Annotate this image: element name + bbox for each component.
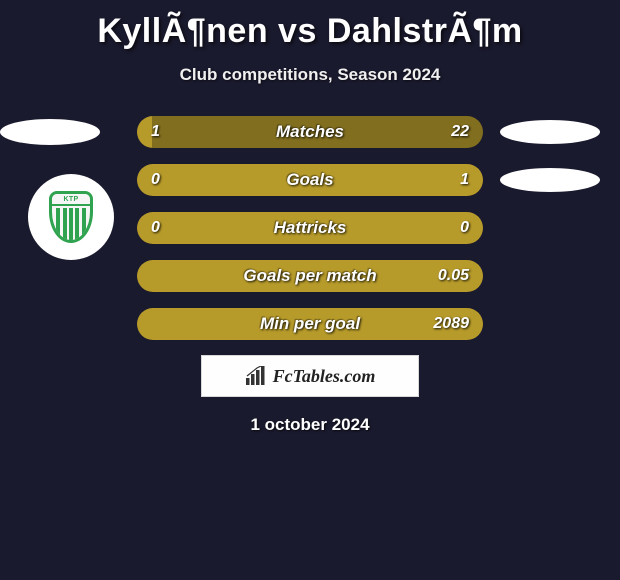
stat-row-gpm: Goals per match 0.05	[0, 259, 620, 293]
page-title: KyllÃ¶nen vs DahlstrÃ¶m	[0, 12, 620, 51]
ellipse-badge-right	[500, 168, 600, 192]
stat-bar: Goals per match 0.05	[137, 260, 483, 292]
watermark-text: FcTables.com	[273, 366, 376, 387]
ellipse-badge-right	[500, 120, 600, 144]
stat-label: Goals	[137, 164, 483, 196]
right-badge-slot	[500, 118, 620, 146]
stat-bar: Min per goal 2089	[137, 308, 483, 340]
subtitle: Club competitions, Season 2024	[0, 65, 620, 85]
comparison-container: KyllÃ¶nen vs DahlstrÃ¶m Club competition…	[0, 0, 620, 445]
stat-row-matches: 1 Matches 22	[0, 115, 620, 149]
stat-bar: 0 Hattricks 0	[137, 212, 483, 244]
stat-label: Goals per match	[137, 260, 483, 292]
stat-value-right: 0	[460, 212, 469, 244]
stat-bar: 0 Goals 1	[137, 164, 483, 196]
ellipse-badge-left	[0, 119, 100, 145]
date-label: 1 october 2024	[0, 415, 620, 435]
player-right-badge	[500, 118, 600, 146]
stat-value-right: 1	[460, 164, 469, 196]
stat-label: Matches	[137, 116, 483, 148]
right-badge-slot	[500, 166, 620, 194]
watermark[interactable]: FcTables.com	[201, 355, 419, 397]
stat-value-right: 0.05	[438, 260, 469, 292]
stat-label: Hattricks	[137, 212, 483, 244]
player-right-badge	[500, 166, 600, 194]
stat-value-right: 22	[451, 116, 469, 148]
stat-row-hattricks: 0 Hattricks 0	[0, 211, 620, 245]
stat-row-mpg: Min per goal 2089	[0, 307, 620, 341]
club-shield-text: KTP	[52, 194, 90, 206]
stat-bar: 1 Matches 22	[137, 116, 483, 148]
player-left-badge	[0, 118, 100, 146]
left-badge-slot	[0, 118, 120, 146]
bar-chart-icon	[245, 366, 267, 386]
stat-value-right: 2089	[433, 308, 469, 340]
stat-label: Min per goal	[137, 308, 483, 340]
stat-row-goals: KTP 0 Goals 1	[0, 163, 620, 197]
